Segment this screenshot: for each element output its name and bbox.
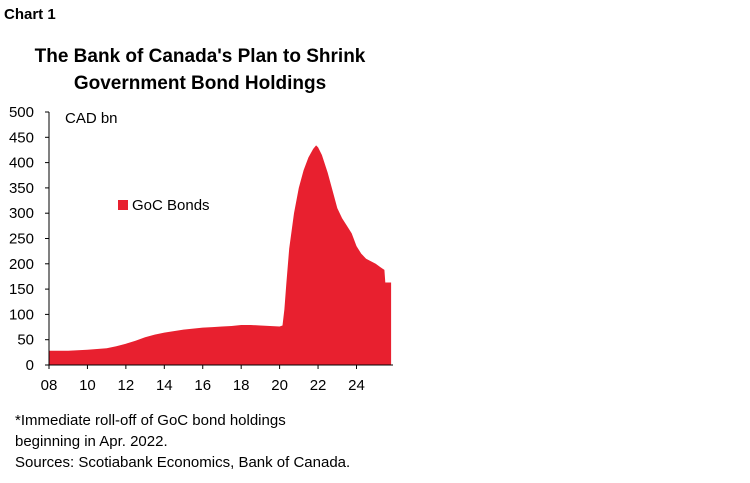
y-tick-label: 50 [17, 332, 34, 349]
footnote-line-2: beginning in Apr. 2022. [15, 433, 168, 450]
y-tick-label: 300 [9, 205, 34, 222]
series-area-group [49, 145, 392, 365]
x-tick-label: 14 [156, 377, 173, 394]
chart-number-label: Chart 1 [4, 6, 56, 23]
footnote-line-1: *Immediate roll-off of GoC bond holdings [15, 412, 286, 429]
x-ticks-group: 08 10 12 14 16 18 20 22 24 [41, 365, 365, 394]
x-tick-label: 10 [79, 377, 96, 394]
legend-label-goc-bonds: GoC Bonds [132, 197, 210, 214]
y-tick-label: 450 [9, 129, 34, 146]
legend-swatch-goc-bonds [118, 200, 128, 210]
y-tick-label: 150 [9, 281, 34, 298]
y-tick-label: 100 [9, 306, 34, 323]
series-area-goc-bonds [49, 145, 392, 365]
y-ticks-group: 0 50 100 150 200 250 300 350 400 450 500 [9, 104, 49, 374]
y-tick-label: 500 [9, 104, 34, 121]
unit-label: CAD bn [65, 110, 118, 127]
x-tick-label: 22 [310, 377, 327, 394]
x-tick-label: 24 [348, 377, 365, 394]
sources-line: Sources: Scotiabank Economics, Bank of C… [15, 454, 351, 471]
y-tick-label: 250 [9, 231, 34, 248]
x-tick-label: 20 [271, 377, 288, 394]
y-tick-label: 350 [9, 180, 34, 197]
x-tick-label: 18 [233, 377, 250, 394]
x-tick-label: 08 [41, 377, 58, 394]
x-tick-label: 12 [118, 377, 135, 394]
y-tick-label: 200 [9, 256, 34, 273]
chart-title-line-1: The Bank of Canada's Plan to Shrink [34, 46, 366, 67]
legend: GoC Bonds [118, 197, 210, 214]
y-tick-label: 0 [26, 357, 34, 374]
footnotes: *Immediate roll-off of GoC bond holdings… [15, 410, 350, 473]
chart-title-line-2: Government Bond Holdings [73, 73, 327, 94]
x-tick-label: 16 [194, 377, 211, 394]
y-tick-label: 400 [9, 155, 34, 172]
chart-title: The Bank of Canada's Plan to Shrink Gove… [0, 43, 400, 97]
